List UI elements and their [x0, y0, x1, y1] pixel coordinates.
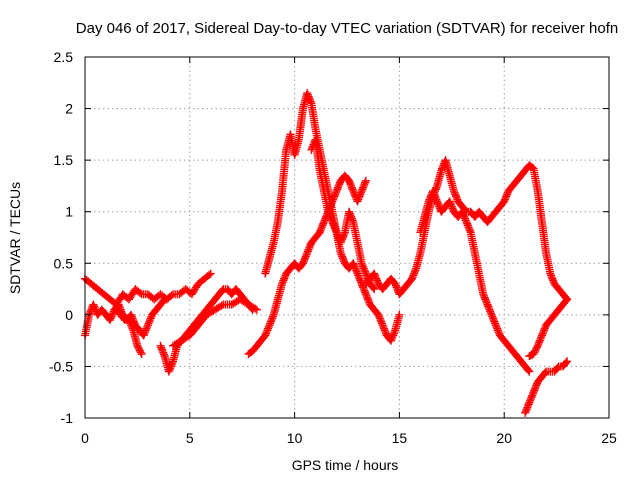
- chart-title: Day 046 of 2017, Sidereal Day-to-day VTE…: [76, 20, 618, 37]
- data-point-marker: [136, 348, 145, 357]
- data-point-marker: [562, 296, 571, 305]
- plot-border: [84, 56, 610, 419]
- data-point-marker: [167, 291, 176, 300]
- series-track-5: [169, 295, 261, 350]
- data-point-marker: [137, 350, 146, 359]
- series-track-11: [521, 357, 572, 417]
- data-point-marker: [524, 366, 533, 375]
- series-track-9: [361, 156, 572, 304]
- data-point-marker: [252, 305, 261, 314]
- series-track-1: [81, 269, 215, 309]
- x-tick-label: 20: [496, 430, 512, 446]
- data-point-marker: [205, 270, 214, 279]
- x-tick-label: 10: [287, 430, 303, 446]
- y-tick-label: 1: [65, 204, 73, 220]
- x-tick-label: 0: [81, 430, 89, 446]
- grid: [85, 57, 609, 418]
- y-tick-label: 2.5: [54, 49, 74, 65]
- data-point-marker: [563, 295, 572, 304]
- y-tick-label: 0: [65, 307, 73, 323]
- data-series: [81, 89, 572, 417]
- y-tick-label: -0.5: [49, 358, 73, 374]
- y-tick-label: 2: [65, 101, 73, 117]
- data-point-marker: [217, 301, 226, 310]
- series-track-12: [525, 295, 572, 361]
- x-tick-label: 15: [392, 430, 408, 446]
- y-tick-label: 1.5: [54, 152, 74, 168]
- x-axis-label: GPS time / hours: [292, 457, 399, 473]
- x-tick-label: 5: [186, 430, 194, 446]
- data-point-marker: [562, 358, 571, 367]
- series-track-10: [416, 187, 534, 376]
- x-tick-label: 25: [601, 430, 617, 446]
- series-track-7: [261, 89, 379, 294]
- data-point-marker: [395, 310, 404, 319]
- y-axis-label: SDTVAR / TECUs: [7, 182, 23, 294]
- data-point-marker: [159, 296, 168, 305]
- data-point-marker: [251, 304, 260, 313]
- data-point-marker: [532, 343, 541, 352]
- data-point-marker: [370, 285, 379, 294]
- y-tick-label: -1: [61, 410, 74, 426]
- y-tick-label: 0.5: [54, 255, 74, 271]
- ticks: 0 5 10 15 20 25 -1 -0.5 0 0.5 1 1.5 2 2.5: [49, 49, 617, 446]
- data-point-marker: [206, 269, 215, 278]
- data-point-marker: [136, 288, 145, 297]
- data-point-marker: [160, 295, 169, 304]
- series-track-3: [112, 305, 146, 359]
- data-point-marker: [563, 357, 572, 366]
- data-point-marker: [361, 176, 370, 185]
- data-point-marker: [525, 367, 534, 376]
- series-track-8: [307, 135, 404, 345]
- data-point-marker: [369, 283, 378, 292]
